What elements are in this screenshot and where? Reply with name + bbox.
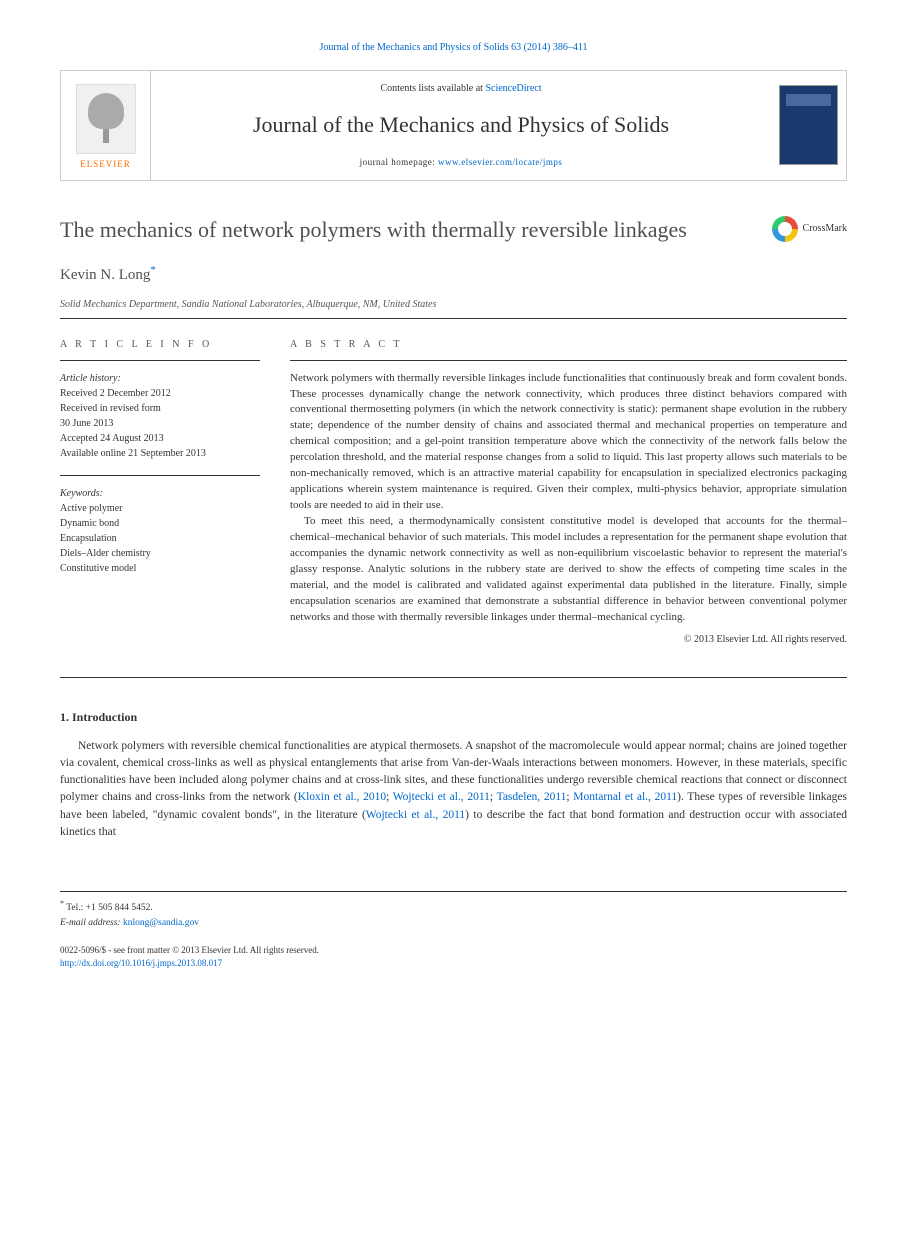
citation-link[interactable]: Wojtecki et al., 2011 bbox=[393, 791, 490, 803]
article-info-column: A R T I C L E I N F O Article history: R… bbox=[60, 337, 260, 647]
divider bbox=[60, 475, 260, 476]
homepage-line: journal homepage: www.elsevier.com/locat… bbox=[166, 156, 756, 170]
title-row: The mechanics of network polymers with t… bbox=[60, 216, 847, 245]
email-link[interactable]: knlong@sandia.gov bbox=[123, 918, 199, 928]
received-date: Received 2 December 2012 bbox=[60, 388, 171, 399]
divider bbox=[60, 677, 847, 678]
article-title: The mechanics of network polymers with t… bbox=[60, 216, 772, 245]
revised-label: Received in revised form bbox=[60, 403, 161, 414]
publisher-name: ELSEVIER bbox=[80, 158, 131, 172]
homepage-prefix: journal homepage: bbox=[360, 157, 438, 167]
sciencedirect-link[interactable]: ScienceDirect bbox=[485, 83, 541, 94]
article-history: Article history: Received 2 December 201… bbox=[60, 371, 260, 461]
issn-line: 0022-5096/$ - see front matter © 2013 El… bbox=[60, 944, 847, 958]
keyword: Dynamic bond bbox=[60, 518, 119, 529]
footer: * Tel.: +1 505 844 5452. E-mail address:… bbox=[60, 891, 847, 971]
masthead: ELSEVIER Contents lists available at Sci… bbox=[60, 70, 847, 181]
abstract-paragraph: Network polymers with thermally reversib… bbox=[290, 371, 847, 514]
keywords: Keywords: Active polymer Dynamic bond En… bbox=[60, 486, 260, 576]
copyright-line: © 2013 Elsevier Ltd. All rights reserved… bbox=[290, 632, 847, 647]
cover-block bbox=[771, 71, 846, 180]
abstract-column: A B S T R A C T Network polymers with th… bbox=[290, 337, 847, 647]
section-heading-intro: 1. Introduction bbox=[60, 708, 847, 726]
contents-prefix: Contents lists available at bbox=[380, 83, 485, 94]
doi-link[interactable]: http://dx.doi.org/10.1016/j.jmps.2013.08… bbox=[60, 958, 222, 968]
corresponding-star-icon: * bbox=[150, 264, 156, 276]
text-run: ; bbox=[490, 791, 497, 803]
keyword: Encapsulation bbox=[60, 533, 117, 544]
abstract-paragraph: To meet this need, a thermodynamically c… bbox=[290, 514, 847, 626]
article-info-label: A R T I C L E I N F O bbox=[60, 337, 260, 352]
online-date: Available online 21 September 2013 bbox=[60, 448, 206, 459]
email-label: E-mail address: bbox=[60, 918, 123, 928]
contents-line: Contents lists available at ScienceDirec… bbox=[166, 81, 756, 96]
journal-cover-thumbnail bbox=[779, 85, 838, 165]
corresponding-author-tel: * Tel.: +1 505 844 5452. bbox=[60, 898, 847, 915]
text-run: ; bbox=[386, 791, 393, 803]
info-abstract-row: A R T I C L E I N F O Article history: R… bbox=[60, 337, 847, 647]
masthead-center: Contents lists available at ScienceDirec… bbox=[151, 71, 771, 180]
keywords-label: Keywords: bbox=[60, 488, 103, 499]
intro-paragraph: Network polymers with reversible chemica… bbox=[60, 738, 847, 842]
history-label: Article history: bbox=[60, 373, 121, 384]
divider bbox=[60, 360, 260, 361]
intro-body: Network polymers with reversible chemica… bbox=[60, 738, 847, 842]
corresponding-author-email: E-mail address: knlong@sandia.gov bbox=[60, 916, 847, 930]
crossmark-badge[interactable]: CrossMark bbox=[772, 216, 847, 242]
abstract-text: Network polymers with thermally reversib… bbox=[290, 371, 847, 626]
journal-title: Journal of the Mechanics and Physics of … bbox=[166, 108, 756, 141]
affiliation: Solid Mechanics Department, Sandia Natio… bbox=[60, 297, 847, 312]
elsevier-tree-icon bbox=[76, 84, 136, 154]
citation-link[interactable]: Tasdelen, 2011 bbox=[497, 791, 567, 803]
homepage-link[interactable]: www.elsevier.com/locate/jmps bbox=[438, 157, 562, 167]
abstract-label: A B S T R A C T bbox=[290, 337, 847, 352]
tel-label: Tel.: bbox=[66, 903, 85, 913]
keyword: Diels–Alder chemistry bbox=[60, 548, 151, 559]
revised-date: 30 June 2013 bbox=[60, 418, 113, 429]
citation-link[interactable]: Wojtecki et al., 2011 bbox=[366, 809, 465, 821]
citation-link[interactable]: Montarnal et al., 2011 bbox=[573, 791, 677, 803]
accepted-date: Accepted 24 August 2013 bbox=[60, 433, 164, 444]
keyword: Constitutive model bbox=[60, 563, 136, 574]
citation-link[interactable]: Kloxin et al., 2010 bbox=[298, 791, 386, 803]
journal-reference: Journal of the Mechanics and Physics of … bbox=[60, 40, 847, 55]
star-icon: * bbox=[60, 899, 64, 908]
publisher-block: ELSEVIER bbox=[61, 71, 151, 180]
author-name: Kevin N. Long bbox=[60, 267, 150, 283]
crossmark-icon bbox=[772, 216, 798, 242]
author-line: Kevin N. Long* bbox=[60, 262, 847, 287]
divider bbox=[60, 318, 847, 319]
footer-meta: 0022-5096/$ - see front matter © 2013 El… bbox=[60, 944, 847, 971]
divider bbox=[290, 360, 847, 361]
tel-value: +1 505 844 5452. bbox=[86, 903, 153, 913]
crossmark-label: CrossMark bbox=[803, 221, 847, 236]
keyword: Active polymer bbox=[60, 503, 122, 514]
